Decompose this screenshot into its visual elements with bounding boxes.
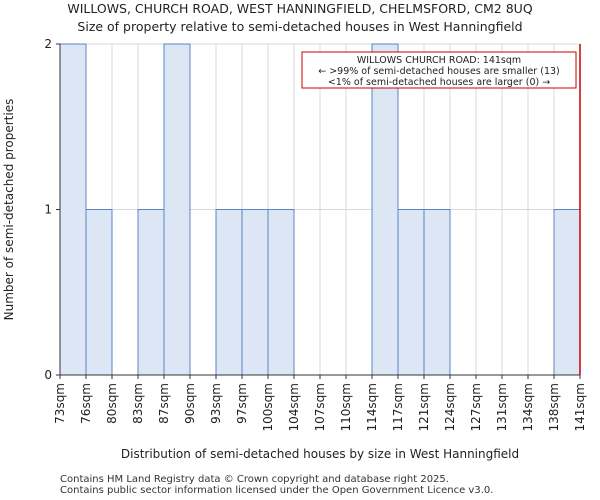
x-tick-label: 121sqm: [417, 383, 431, 431]
annotation-line: ← >99% of semi-detached houses are small…: [318, 66, 560, 77]
bar: [85, 209, 113, 376]
x-tick-label: 117sqm: [391, 383, 405, 431]
x-tick-label: 90sqm: [183, 383, 197, 424]
y-tick-label: 1: [44, 203, 52, 217]
chart-subtitle: Size of property relative to semi-detach…: [77, 19, 523, 34]
chart-title: WILLOWS, CHURCH ROAD, WEST HANNINGFIELD,…: [67, 1, 533, 16]
y-axis-label: Number of semi-detached properties: [2, 99, 16, 321]
bar: [241, 209, 269, 376]
annotation-line: <1% of semi-detached houses are larger (…: [328, 77, 550, 88]
x-tick-label: 76sqm: [79, 383, 93, 424]
footer-licence: Contains public sector information licen…: [60, 485, 494, 496]
x-axis-label: Distribution of semi-detached houses by …: [121, 447, 519, 461]
x-tick-label: 83sqm: [131, 383, 145, 424]
x-tick-label: 134sqm: [521, 383, 535, 431]
x-tick-label: 80sqm: [105, 383, 119, 424]
x-tick-label: 107sqm: [313, 383, 327, 431]
x-tick-label: 124sqm: [443, 383, 457, 431]
bar: [267, 209, 295, 376]
x-tick-label: 110sqm: [339, 383, 353, 431]
x-tick-label: 93sqm: [209, 383, 223, 424]
x-tick-label: 100sqm: [261, 383, 275, 431]
bar: [137, 209, 165, 376]
bar: [397, 209, 425, 376]
x-tick-label: 131sqm: [495, 383, 509, 431]
footer-copyright: Contains HM Land Registry data © Crown c…: [60, 474, 449, 485]
x-tick-label: 97sqm: [235, 383, 249, 424]
bar: [423, 209, 451, 376]
bar: [215, 209, 243, 376]
annotation-box: [301, 51, 577, 89]
y-tick-label: 0: [44, 368, 52, 382]
bar: [163, 43, 191, 376]
bar: [371, 43, 399, 376]
x-tick-label: 138sqm: [547, 383, 561, 431]
x-tick-label: 141sqm: [573, 383, 587, 431]
y-tick-label: 2: [44, 37, 52, 51]
x-tick-label: 104sqm: [287, 383, 301, 431]
bar: [59, 43, 87, 376]
annotation-line: WILLOWS CHURCH ROAD: 141sqm: [357, 55, 521, 66]
x-tick-label: 114sqm: [365, 383, 379, 431]
x-tick-label: 87sqm: [157, 383, 171, 424]
x-tick-label: 127sqm: [469, 383, 483, 431]
x-tick-label: 73sqm: [53, 383, 67, 424]
bar: [553, 209, 581, 376]
